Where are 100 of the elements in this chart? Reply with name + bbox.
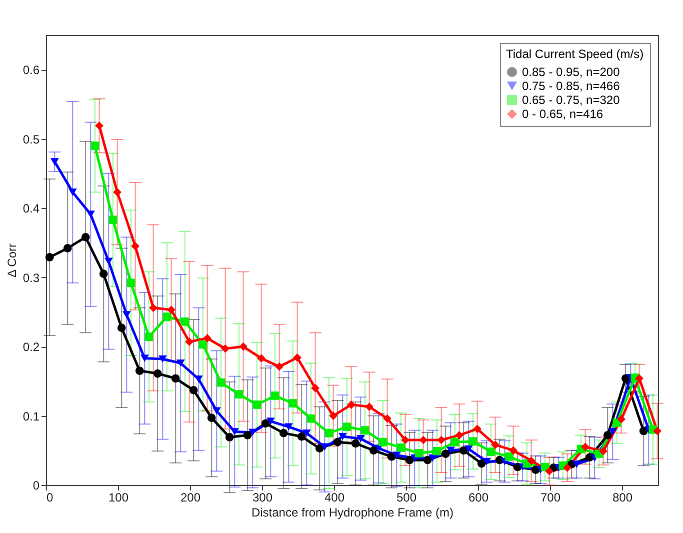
point — [248, 428, 257, 436]
x-tick-label: 600 — [468, 490, 489, 504]
point — [108, 216, 118, 224]
x-axis-title: Distance from Hydrophone Frame (m) — [251, 506, 454, 520]
point — [315, 444, 324, 452]
point — [608, 428, 617, 436]
point — [603, 430, 612, 440]
point — [509, 446, 518, 455]
point — [104, 258, 113, 266]
x-tick-label: 400 — [324, 490, 345, 504]
point — [581, 442, 590, 452]
point — [45, 253, 54, 262]
point — [288, 399, 298, 408]
point — [383, 414, 392, 423]
point — [68, 188, 77, 196]
point — [324, 428, 334, 438]
point — [392, 452, 401, 459]
legend-label: 0.85 - 0.95, n=200 — [522, 65, 620, 79]
point — [257, 354, 266, 362]
point — [270, 392, 280, 400]
point — [126, 278, 136, 288]
point — [311, 384, 320, 392]
point — [99, 270, 108, 278]
point — [477, 459, 486, 468]
point — [185, 338, 194, 346]
point — [527, 456, 536, 465]
point — [356, 434, 365, 442]
y-tick-label: 0.4 — [22, 202, 40, 216]
point — [563, 464, 572, 472]
point — [405, 456, 414, 464]
point — [113, 188, 122, 196]
point — [486, 448, 496, 456]
point — [230, 428, 239, 436]
point — [252, 400, 262, 409]
point — [387, 452, 396, 461]
x-tick-label: 300 — [252, 490, 273, 504]
point — [455, 430, 464, 440]
point — [81, 232, 90, 242]
point — [414, 448, 424, 458]
point — [468, 437, 478, 446]
point — [419, 436, 428, 444]
y-tick-label: 0.6 — [22, 63, 40, 78]
x-tick-label: 100 — [108, 490, 129, 504]
y-tick-label: 0.3 — [22, 270, 40, 285]
point — [176, 360, 185, 367]
point — [464, 445, 473, 453]
point — [297, 432, 306, 441]
point — [293, 353, 302, 362]
point — [302, 429, 311, 437]
legend-label: 0.75 - 0.85, n=466 — [522, 79, 620, 93]
point — [284, 423, 293, 430]
point — [635, 374, 644, 383]
point — [207, 414, 216, 422]
point — [450, 438, 460, 446]
point — [320, 443, 329, 451]
point — [639, 426, 648, 436]
point — [306, 414, 316, 423]
point — [369, 446, 378, 455]
point — [378, 438, 388, 446]
x-tick-label: 800 — [612, 490, 633, 504]
point — [225, 433, 234, 442]
point — [572, 460, 581, 468]
point — [423, 456, 432, 464]
point — [437, 436, 446, 444]
x-tick-label: 500 — [396, 490, 417, 504]
point — [401, 436, 410, 444]
point — [135, 366, 144, 375]
point — [504, 452, 514, 461]
point — [158, 355, 167, 363]
point — [239, 342, 248, 351]
point — [279, 428, 288, 438]
point — [50, 158, 59, 166]
point — [122, 311, 131, 318]
point — [180, 317, 190, 326]
point — [266, 418, 275, 425]
point — [459, 446, 468, 455]
point — [86, 210, 95, 218]
point — [599, 446, 608, 456]
legend-title: Tidal Current Speed (m/s) — [506, 47, 644, 61]
point — [221, 344, 230, 353]
x-tick-label: 0 — [46, 490, 54, 504]
point — [149, 304, 158, 312]
point — [212, 407, 221, 415]
point — [117, 324, 126, 332]
point — [131, 242, 140, 250]
point — [234, 390, 244, 398]
y-tick-label: 0 — [32, 478, 40, 492]
point — [360, 426, 370, 434]
point — [446, 446, 455, 454]
point — [396, 443, 406, 452]
point — [171, 374, 180, 383]
point — [95, 122, 104, 130]
point — [365, 402, 374, 411]
point — [545, 466, 554, 476]
point — [140, 354, 149, 362]
point — [144, 332, 154, 342]
point — [203, 334, 212, 342]
point — [189, 386, 198, 394]
point — [473, 424, 482, 434]
point — [275, 362, 284, 371]
